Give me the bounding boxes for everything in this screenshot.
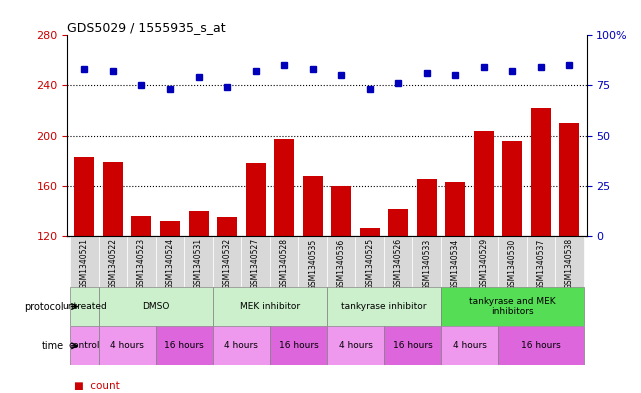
Text: tankyrase and MEK
inhibitors: tankyrase and MEK inhibitors [469,297,556,316]
Text: GSM1340538: GSM1340538 [565,238,574,290]
Bar [331,185,351,236]
Bar [360,228,379,236]
Bar [441,326,498,365]
Text: ■  count: ■ count [74,381,119,391]
Text: GSM1340529: GSM1340529 [479,238,488,290]
Text: GSM1340530: GSM1340530 [508,238,517,290]
Text: GSM1340537: GSM1340537 [537,238,545,290]
Bar [270,236,298,287]
Bar [356,236,384,287]
Bar [74,157,94,236]
Text: GSM1340524: GSM1340524 [165,238,174,290]
Text: 16 hours: 16 hours [521,342,561,350]
Text: 16 hours: 16 hours [164,342,204,350]
Text: GSM1340528: GSM1340528 [279,238,288,289]
Text: GSM1340525: GSM1340525 [365,238,374,290]
Text: control: control [69,342,100,350]
Bar [503,141,522,236]
Bar [156,326,213,365]
Text: GSM1340523: GSM1340523 [137,238,146,290]
Bar [413,236,441,287]
Bar [445,182,465,236]
Bar [555,236,584,287]
Bar [131,216,151,236]
Bar [527,236,555,287]
Text: 4 hours: 4 hours [110,342,144,350]
Text: GSM1340534: GSM1340534 [451,238,460,290]
Text: GSM1340527: GSM1340527 [251,238,260,290]
Bar [531,108,551,236]
Bar [298,236,327,287]
Text: GSM1340531: GSM1340531 [194,238,203,290]
Text: GDS5029 / 1555935_s_at: GDS5029 / 1555935_s_at [67,21,226,34]
Text: GSM1340535: GSM1340535 [308,238,317,290]
Bar [441,287,584,326]
Text: protocol: protocol [24,301,64,312]
Bar [160,221,180,236]
Bar [303,176,322,236]
Bar [560,123,579,236]
Bar [274,140,294,236]
Text: time: time [42,341,64,351]
Text: 4 hours: 4 hours [453,342,487,350]
Text: MEK inhibitor: MEK inhibitor [240,302,300,311]
Bar [441,236,470,287]
Bar [213,326,270,365]
Bar [188,211,208,236]
Text: 16 hours: 16 hours [278,342,319,350]
Bar [217,217,237,236]
Bar [70,326,99,365]
Bar [327,287,441,326]
Text: 4 hours: 4 hours [224,342,258,350]
Bar [99,326,156,365]
Bar [327,236,356,287]
Bar [498,236,527,287]
Bar [156,236,184,287]
Bar [99,236,127,287]
Text: tankyrase inhibitor: tankyrase inhibitor [341,302,427,311]
Bar [127,236,156,287]
Bar [213,287,327,326]
Bar [417,180,437,236]
Bar [270,326,327,365]
Bar [384,236,413,287]
Text: GSM1340536: GSM1340536 [337,238,345,290]
Text: GSM1340533: GSM1340533 [422,238,431,290]
Bar [70,287,99,326]
Text: GSM1340521: GSM1340521 [80,238,89,289]
Bar [327,326,384,365]
Bar [241,236,270,287]
Bar [99,287,213,326]
Text: untreated: untreated [62,302,107,311]
Text: 16 hours: 16 hours [393,342,433,350]
Bar [184,236,213,287]
Bar [246,163,265,236]
Text: GSM1340532: GSM1340532 [222,238,231,290]
Bar [388,209,408,236]
Bar [70,236,99,287]
Bar [103,162,123,236]
Text: GSM1340522: GSM1340522 [108,238,117,289]
Text: DMSO: DMSO [142,302,169,311]
Bar [384,326,441,365]
Text: GSM1340526: GSM1340526 [394,238,403,290]
Bar [498,326,584,365]
Bar [213,236,241,287]
Bar [474,130,494,236]
Text: 4 hours: 4 hours [338,342,372,350]
Bar [470,236,498,287]
